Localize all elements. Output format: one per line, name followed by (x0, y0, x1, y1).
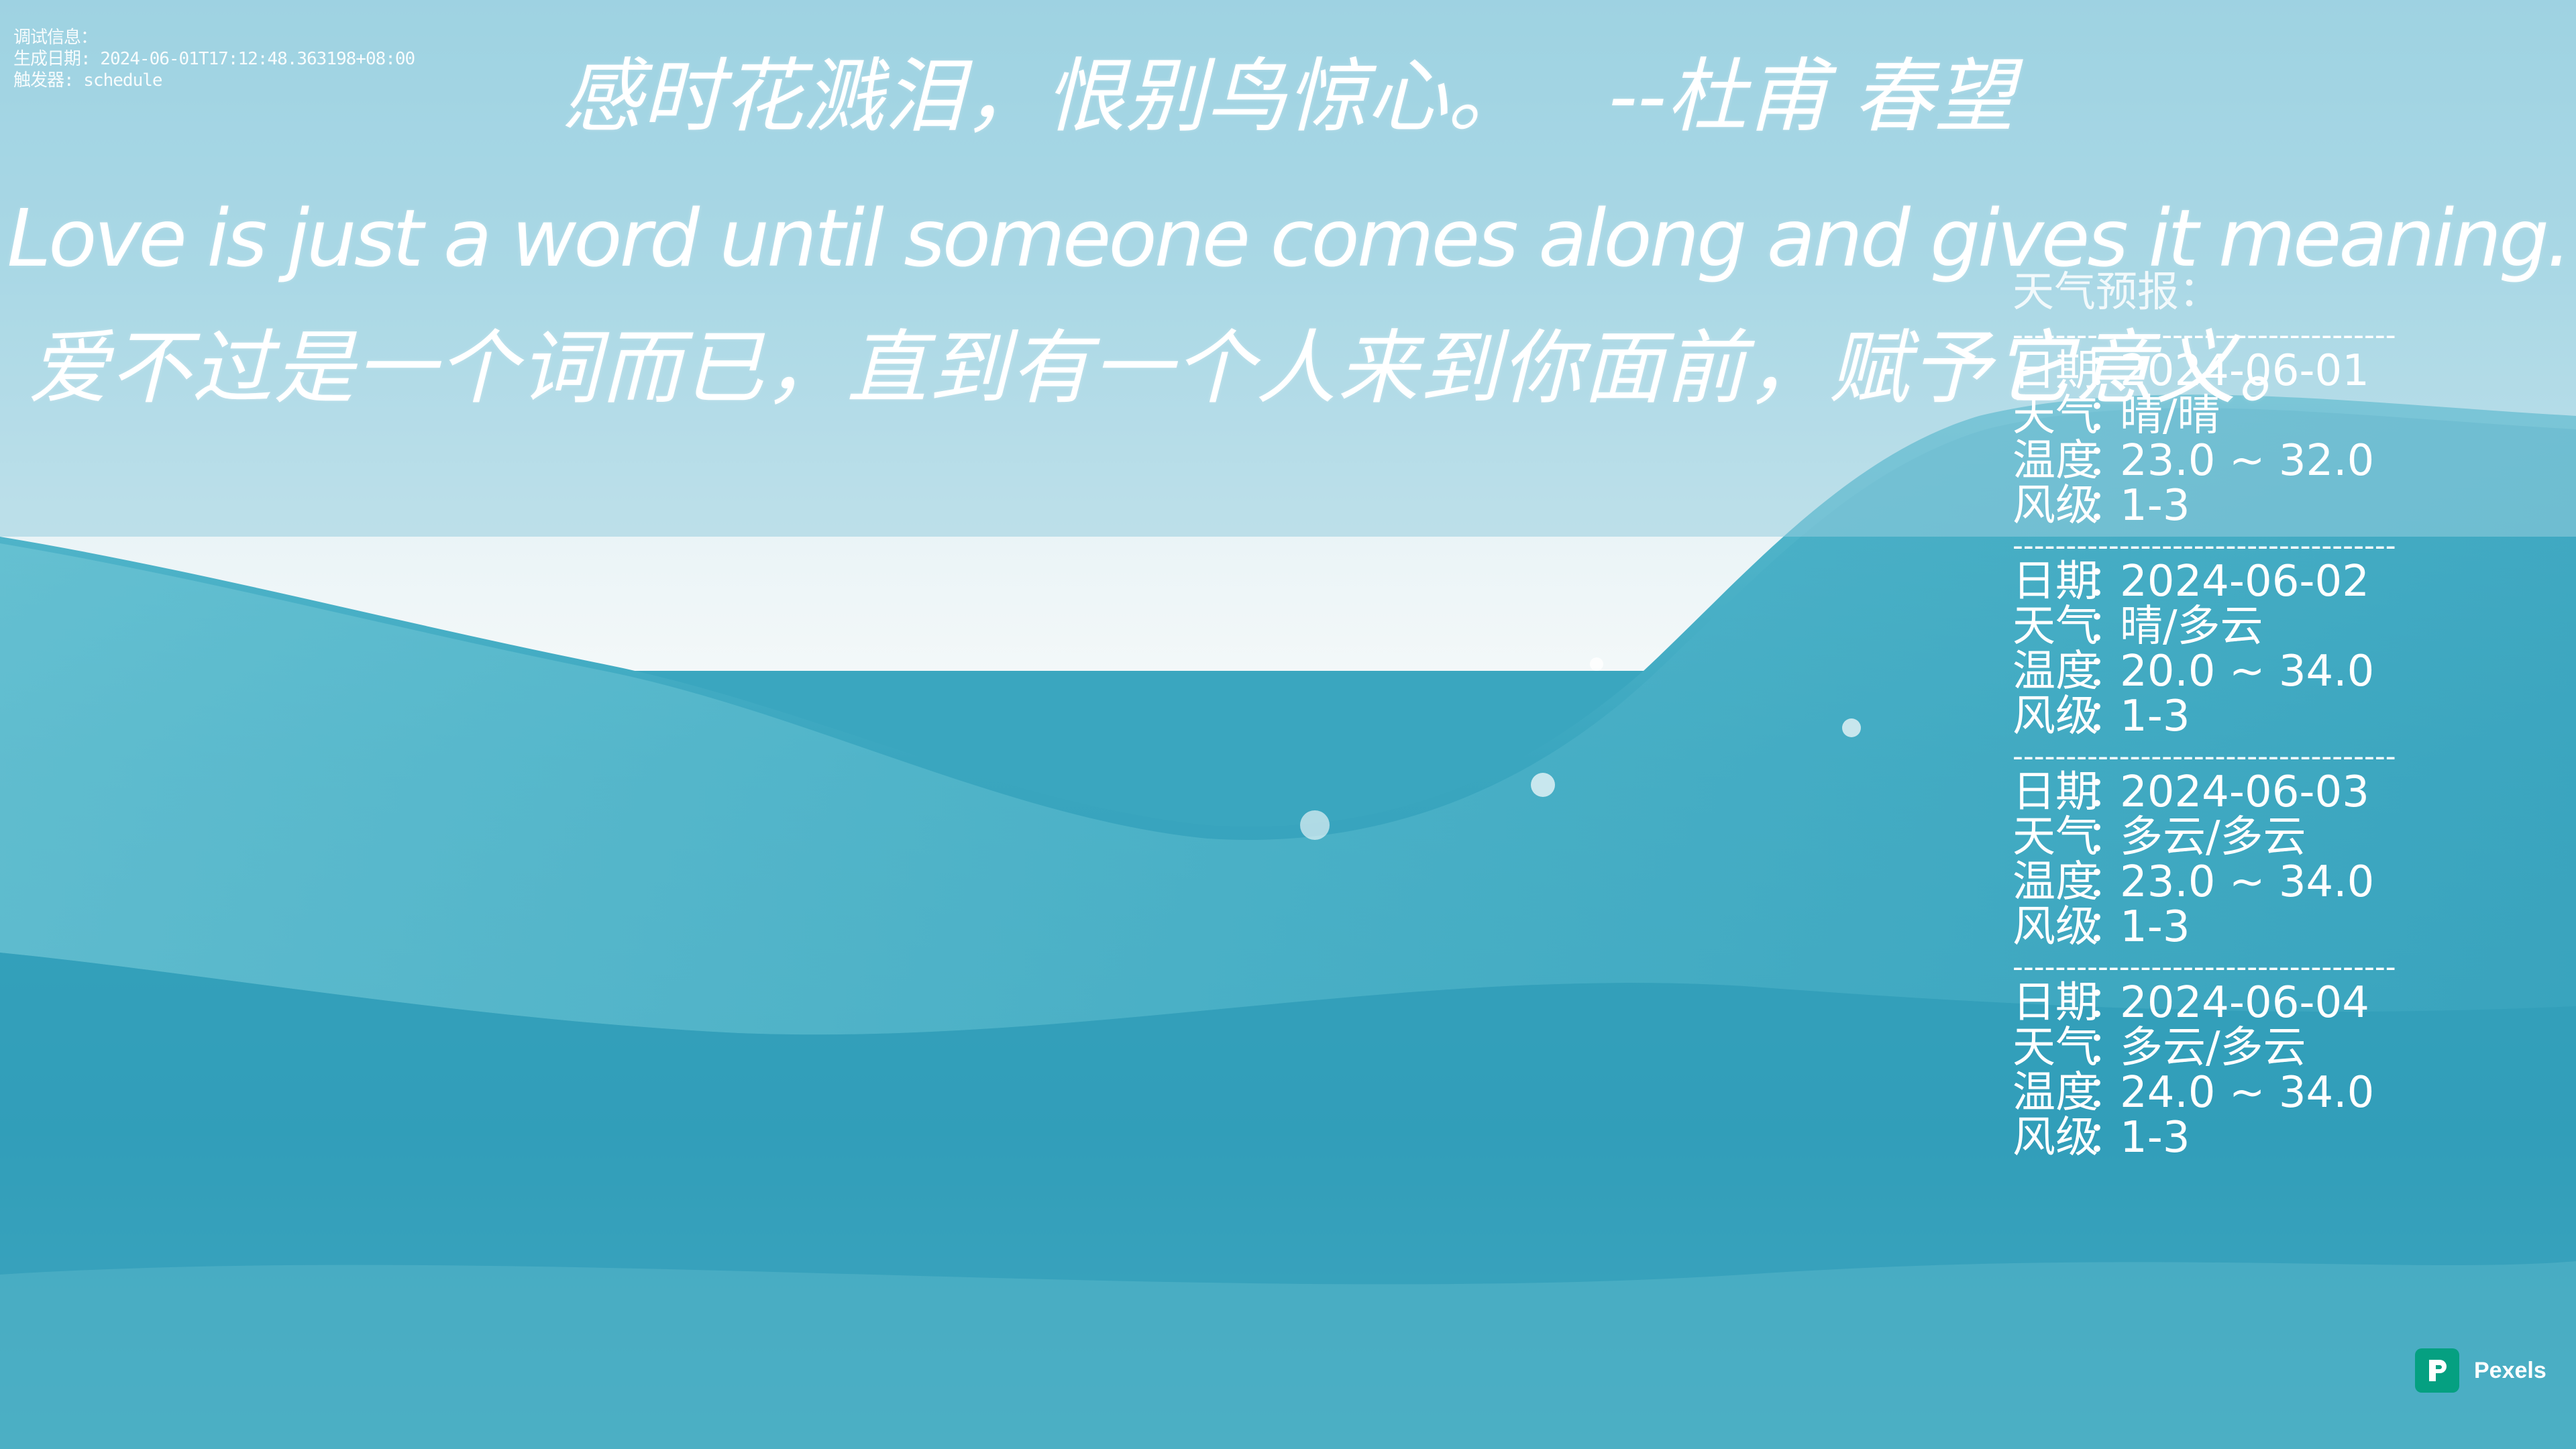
temp-label: 温度 (2012, 436, 2098, 486)
temp-label: 温度 (2012, 857, 2098, 907)
forecast-weather: 多云/多云 (2120, 1023, 2306, 1073)
colon: ： (2086, 391, 2129, 441)
date-label: 日期 (2012, 557, 2098, 606)
weather-separator: ------------------------------------ (2012, 533, 2396, 559)
colon: ： (2086, 557, 2129, 606)
weather-forecast: 天气预报： ----------------------------------… (2012, 262, 2449, 1165)
date-label: 日期 (2012, 767, 2098, 817)
quote-english: Love is just a word until someone comes … (7, 192, 2571, 284)
debug-trigger: 触发器: schedule (13, 70, 163, 91)
wind-label: 风级 (2012, 692, 2098, 741)
forecast-date: 2024-06-03 (2120, 767, 2369, 817)
colon: ： (2086, 857, 2129, 907)
pexels-name: Pexels (2474, 1357, 2546, 1383)
debug-info: 调试信息： 生成日期: 2024-06-01T17:12:48.363198+0… (13, 27, 415, 91)
colon: ： (2086, 436, 2129, 486)
forecast-wind: 1-3 (2120, 1113, 2190, 1163)
weather-separator: ------------------------------------ (2012, 954, 2396, 981)
forecast-date: 2024-06-01 (2120, 346, 2369, 396)
wind-label: 风级 (2012, 902, 2098, 952)
forecast-day: 日期：2024-06-04 天气：多云/多云 温度：24.0 ~ 34.0 风级… (2012, 981, 2449, 1161)
forecast-temp: 20.0 ~ 34.0 (2120, 647, 2375, 696)
forecast-temp: 23.0 ~ 32.0 (2120, 436, 2375, 486)
date-label: 日期 (2012, 346, 2098, 396)
weather-title: 天气预报： (2012, 267, 2221, 316)
colon: ： (2086, 647, 2129, 696)
poem-author: --杜甫 春望 (1608, 50, 2015, 144)
colon: ： (2086, 1068, 2129, 1118)
colon: ： (2086, 346, 2129, 396)
weather-label: 天气 (2012, 391, 2098, 441)
pexels-logo-icon (2415, 1348, 2459, 1393)
colon: ： (2086, 767, 2129, 817)
forecast-date: 2024-06-04 (2120, 978, 2369, 1028)
forecast-temp: 24.0 ~ 34.0 (2120, 1068, 2375, 1118)
pexels-credit[interactable]: Pexels (2415, 1348, 2546, 1393)
forecast-weather: 多云/多云 (2120, 812, 2306, 862)
colon: ： (2086, 902, 2129, 952)
forecast-weather: 晴/晴 (2120, 391, 2220, 441)
forecast-wind: 1-3 (2120, 692, 2190, 741)
colon: ： (2086, 1113, 2129, 1163)
debug-generated-date: 生成日期: 2024-06-01T17:12:48.363198+08:00 (13, 49, 415, 69)
colon: ： (2086, 1023, 2129, 1073)
poem-line: 感时花溅泪，恨别鸟惊心。 --杜甫 春望 (0, 40, 2576, 154)
weather-label: 天气 (2012, 1023, 2098, 1073)
colon: ： (2086, 692, 2129, 741)
quote-chinese: 爱不过是一个词而已，直到有一个人来到你面前，赋予它意义。 (28, 322, 2320, 415)
forecast-day: 日期：2024-06-01 天气：晴/晴 温度：23.0 ~ 32.0 风级：1… (2012, 349, 2449, 529)
colon: ： (2086, 602, 2129, 651)
debug-label: 调试信息： (13, 28, 98, 48)
forecast-weather: 晴/多云 (2120, 602, 2263, 651)
top-translucent-band (0, 0, 2576, 537)
colon: ： (2086, 812, 2129, 862)
forecast-temp: 23.0 ~ 34.0 (2120, 857, 2375, 907)
temp-label: 温度 (2012, 647, 2098, 696)
colon: ： (2086, 978, 2129, 1028)
colon: ： (2086, 481, 2129, 531)
temp-label: 温度 (2012, 1068, 2098, 1118)
forecast-wind: 1-3 (2120, 902, 2190, 952)
forecast-date: 2024-06-02 (2120, 557, 2369, 606)
weather-label: 天气 (2012, 602, 2098, 651)
date-label: 日期 (2012, 978, 2098, 1028)
forecast-day: 日期：2024-06-03 天气：多云/多云 温度：23.0 ~ 34.0 风级… (2012, 770, 2449, 950)
poem-text: 感时花溅泪，恨别鸟惊心。 (561, 50, 1528, 144)
weather-separator: ------------------------------------ (2012, 743, 2396, 770)
forecast-wind: 1-3 (2120, 481, 2190, 531)
wind-label: 风级 (2012, 481, 2098, 531)
forecast-day: 日期：2024-06-02 天气：晴/多云 温度：20.0 ~ 34.0 风级：… (2012, 559, 2449, 739)
wind-label: 风级 (2012, 1113, 2098, 1163)
weather-separator: ------------------------------------ (2012, 322, 2396, 349)
weather-label: 天气 (2012, 812, 2098, 862)
